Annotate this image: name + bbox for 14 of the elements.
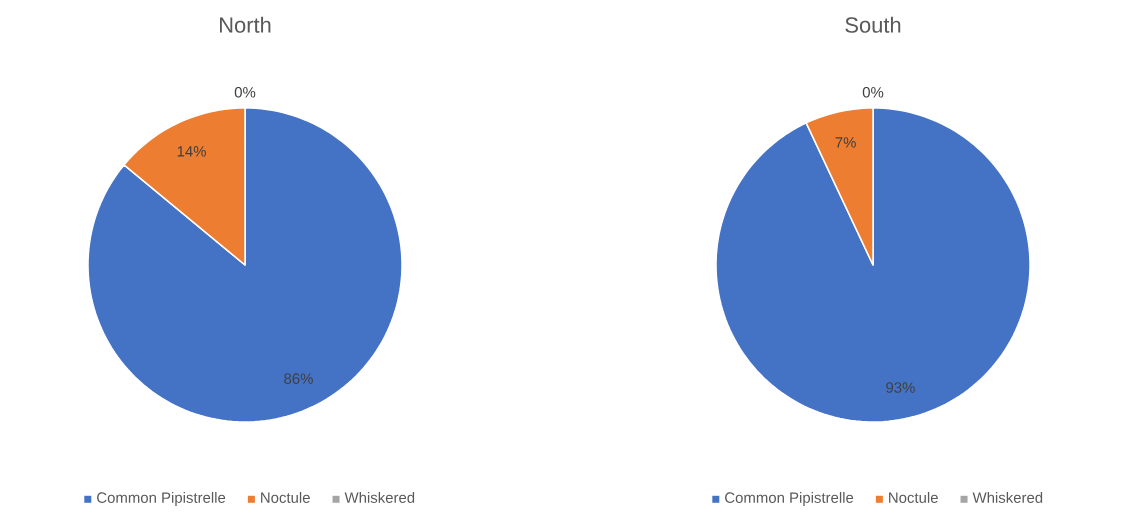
text: 0% <box>234 87 256 98</box>
data-label: 86% <box>284 373 313 384</box>
data-label: 7% <box>835 137 856 148</box>
chart-title: South <box>845 16 901 33</box>
legend-label: Common Pipistrelle <box>725 491 854 506</box>
data-label: 14% <box>177 146 206 157</box>
text: 0% <box>862 87 884 98</box>
chart-title: North <box>220 16 271 33</box>
legend-label: Whiskered <box>344 491 415 503</box>
legend-label: Common Pipistrelle <box>97 491 226 506</box>
legend-label: Noctule <box>261 491 310 503</box>
legend-label: Whiskered <box>972 491 1043 503</box>
data-label: 93% <box>886 382 915 393</box>
legend-label: Noctule <box>889 491 938 503</box>
